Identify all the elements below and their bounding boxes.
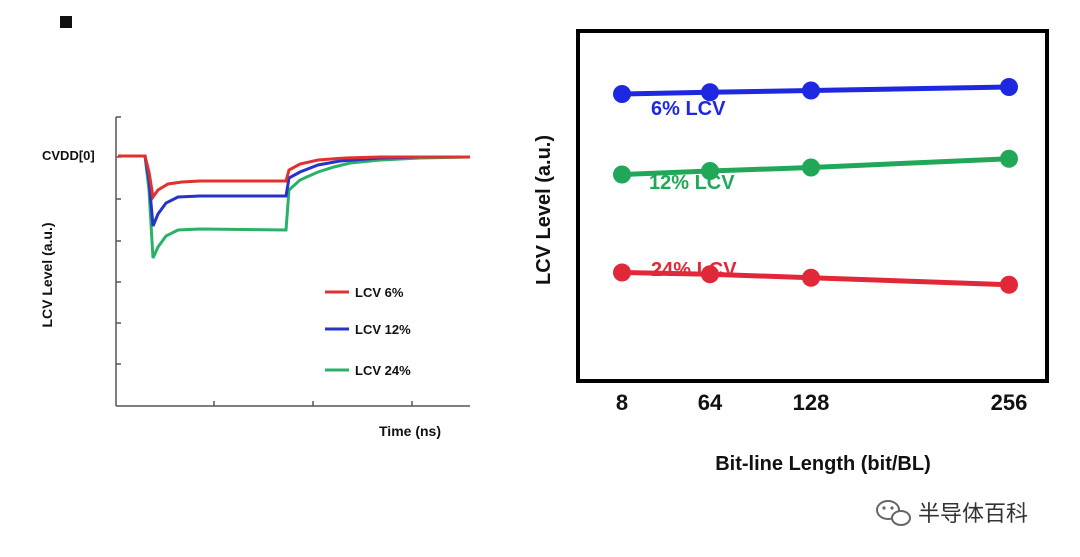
data-point-series3-64 xyxy=(701,265,719,284)
series-label-2: 12% LCV xyxy=(649,172,735,194)
right-x-axis-label: Bit-line Length (bit/BL) xyxy=(715,453,931,475)
series-line-2 xyxy=(621,156,1010,177)
x-tick-label-128: 128 xyxy=(793,390,830,415)
data-point-series3-256 xyxy=(1000,275,1018,294)
right-chart: LCV Level (a.u.) Bit-line Length (bit/BL… xyxy=(533,29,1049,475)
watermark: 半导体百科 xyxy=(876,500,1028,526)
x-tick-label-64: 64 xyxy=(698,390,723,415)
legend-label-lcv-6: LCV 6% xyxy=(355,285,404,300)
series-line-lcv-6 xyxy=(118,154,470,201)
x-tick-label-256: 256 xyxy=(991,390,1028,415)
data-point-series1-256 xyxy=(1000,78,1018,96)
series-line-1 xyxy=(621,84,1010,97)
left-y-ticks xyxy=(116,116,121,365)
artifact-mark xyxy=(60,16,72,28)
wechat-icon xyxy=(876,500,911,526)
data-point-series1-8 xyxy=(613,85,631,103)
left-legend: LCV 6% LCV 12% LCV 24% xyxy=(325,285,411,378)
data-point-series2-64 xyxy=(701,162,719,180)
series-line-lcv-24 xyxy=(118,154,471,259)
series-line-lcv-12 xyxy=(118,154,470,227)
series-label-1: 6% LCV xyxy=(651,98,726,120)
right-plot-frame xyxy=(576,29,1049,383)
left-chart: CVDD[0] LCV Level (a.u.) Time (ns) LCV 6… xyxy=(39,116,471,439)
data-point-series2-256 xyxy=(1000,149,1018,168)
left-y-axis-label: LCV Level (a.u.) xyxy=(39,222,55,327)
data-point-series2-128 xyxy=(802,158,820,177)
watermark-text: 半导体百科 xyxy=(918,501,1028,526)
data-point-series1-128 xyxy=(802,81,820,100)
legend-label-lcv-12: LCV 12% xyxy=(355,322,411,337)
series-line-3 xyxy=(621,270,1010,288)
left-x-ticks xyxy=(213,401,413,406)
right-y-axis-label: LCV Level (a.u.) xyxy=(533,135,555,285)
left-reference-label: CVDD[0] xyxy=(42,148,95,163)
data-point-series1-64 xyxy=(701,83,719,102)
right-x-tick-labels: 8 64 128 256 xyxy=(616,390,1027,415)
data-point-series3-128 xyxy=(802,268,820,287)
left-x-axis-label: Time (ns) xyxy=(379,423,441,439)
legend-label-lcv-24: LCV 24% xyxy=(355,363,411,378)
x-tick-label-8: 8 xyxy=(616,390,628,415)
data-point-series2-8 xyxy=(613,165,631,184)
series-label-3: 24% LCV xyxy=(651,259,737,281)
data-point-series3-8 xyxy=(613,263,631,282)
right-series: 6% LCV 12% LCV 24% LCV xyxy=(613,78,1018,294)
